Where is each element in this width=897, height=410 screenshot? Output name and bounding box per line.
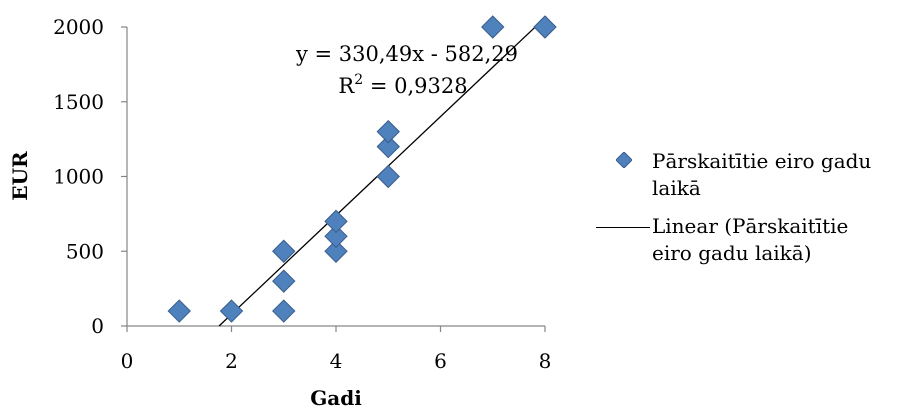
x-tick-label: 4 <box>330 349 343 373</box>
x-axis-title: Gadi <box>310 386 362 410</box>
data-point-diamond <box>324 209 348 234</box>
y-tick-label: 500 <box>66 239 104 263</box>
data-point-diamond <box>272 269 296 293</box>
data-point-diamond <box>272 239 296 263</box>
y-axis-title: EUR <box>8 151 32 201</box>
legend-item-trendline: Linear (Pārskaitītie eiro gadu laikā) <box>596 213 893 267</box>
data-point-diamond <box>533 15 557 39</box>
r-squared-label: R2 = 0,9328 <box>338 72 467 98</box>
x-tick-label: 8 <box>539 349 552 373</box>
data-point-diamond <box>481 15 505 39</box>
chart-axes <box>121 26 546 332</box>
legend-label-trendline: Linear (Pārskaitītie eiro gadu laikā) <box>652 214 849 265</box>
data-point-diamond <box>376 164 400 189</box>
y-tick-label: 1500 <box>53 90 104 114</box>
data-point-diamond <box>324 239 348 263</box>
data-point-diamond <box>167 299 191 323</box>
y-tick-label: 2000 <box>53 15 104 39</box>
data-point-diamond <box>376 134 400 159</box>
data-point-diamond <box>324 224 348 249</box>
x-tick-label: 2 <box>225 349 238 373</box>
data-points <box>167 15 557 323</box>
x-tick-label: 6 <box>434 349 447 373</box>
trendline-equation: y = 330,49x - 582,29 <box>295 42 518 66</box>
diamond-marker-icon <box>616 152 632 168</box>
chart-legend: Pārskaitītie eiro gadu laikā Linear (Pār… <box>596 148 893 278</box>
y-tick-label: 0 <box>91 314 104 338</box>
x-tick-label: 0 <box>121 349 134 373</box>
legend-label-series: Pārskaitītie eiro gadu laikā <box>652 149 872 200</box>
trendline-line-icon <box>596 227 650 228</box>
data-point-diamond <box>376 119 400 144</box>
r-squared-exponent: 2 <box>354 72 363 88</box>
y-tick-label: 1000 <box>53 165 104 189</box>
data-point-diamond <box>272 299 296 323</box>
r-squared-prefix: R <box>338 74 355 98</box>
tick-labels: 0 2 4 6 8 0 500 1000 1500 2000 <box>53 15 551 373</box>
r-squared-value: = 0,9328 <box>363 74 467 98</box>
data-point-diamond <box>219 299 244 323</box>
legend-item-series: Pārskaitītie eiro gadu laikā <box>608 148 893 202</box>
